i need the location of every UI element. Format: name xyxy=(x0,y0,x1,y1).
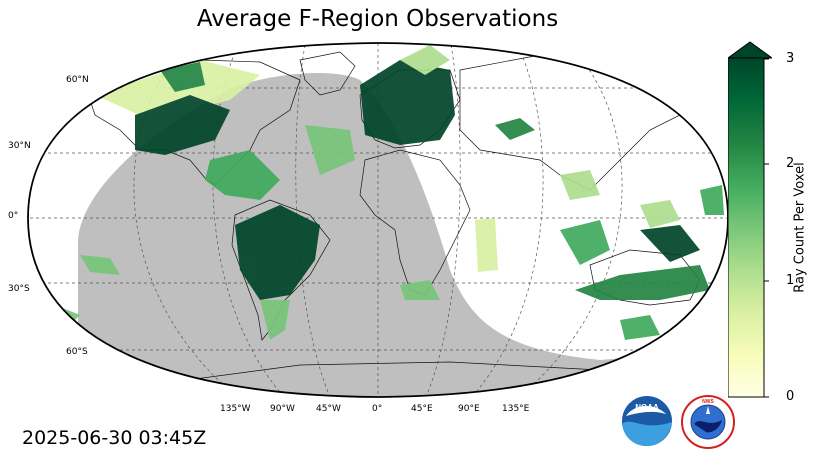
timestamp: 2025-06-30 03:45Z xyxy=(22,427,207,449)
svg-text:NWS: NWS xyxy=(702,399,714,405)
svg-text:NOAA: NOAA xyxy=(635,403,659,412)
colorbar-tick-3: 3 xyxy=(786,51,795,66)
colorbar-tick-0: 0 xyxy=(786,389,795,404)
lon-label-45e: 45°E xyxy=(411,404,433,414)
lat-label-0: 0° xyxy=(8,211,19,221)
colorbar xyxy=(728,41,772,398)
africa xyxy=(359,149,471,296)
greenland xyxy=(299,51,356,96)
noaa-logo-icon: NOAA xyxy=(622,396,672,446)
lon-label-90w: 90°W xyxy=(270,404,295,414)
world-map xyxy=(27,42,729,398)
lon-label-135e: 135°E xyxy=(502,404,530,414)
observation-overlay xyxy=(55,45,724,340)
colorbar-extend-max xyxy=(728,41,772,59)
colorbar-tick-1: 1 xyxy=(786,273,795,288)
nws-logo-icon: NWS xyxy=(681,395,735,449)
colorbar-label: Ray Count Per Voxel xyxy=(792,162,808,293)
lon-label-90e: 90°E xyxy=(458,404,480,414)
lon-label-135w: 135°W xyxy=(220,404,251,414)
lat-label-60n: 60°N xyxy=(66,75,89,85)
lat-label-30n: 30°N xyxy=(8,141,31,151)
lat-label-60s: 60°S xyxy=(66,347,88,357)
lat-label-30s: 30°S xyxy=(8,284,30,294)
lon-label-45w: 45°W xyxy=(316,404,341,414)
colorbar-tick-2: 2 xyxy=(786,156,795,171)
colorbar-fill xyxy=(728,57,765,398)
map-title: Average F-Region Observations xyxy=(196,6,559,32)
lon-label-0: 0° xyxy=(372,404,383,414)
